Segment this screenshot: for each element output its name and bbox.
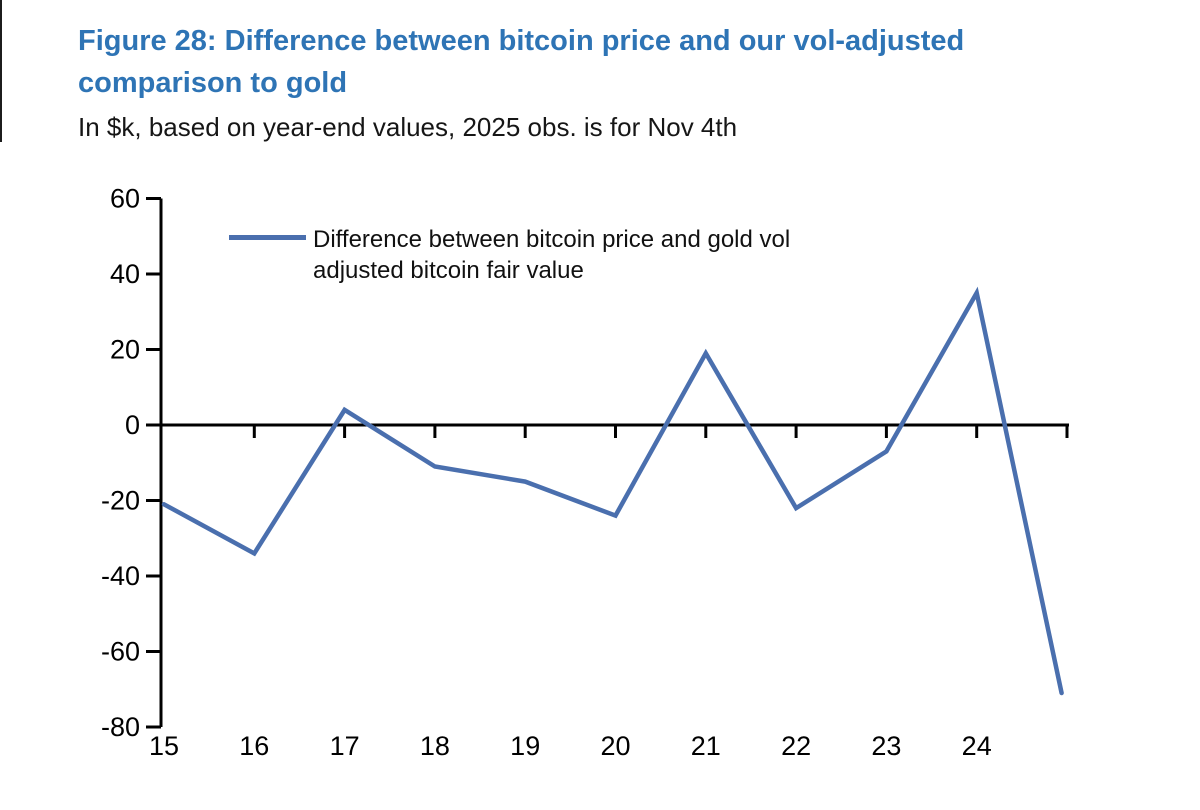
y-tick-label: -40 <box>101 561 140 591</box>
y-tick-label: 40 <box>110 259 140 289</box>
legend-label-line1: Difference between bitcoin price and gol… <box>313 226 791 253</box>
x-tick-label: 20 <box>600 731 630 761</box>
x-tick-label: 24 <box>962 731 992 761</box>
legend: Difference between bitcoin price and gol… <box>229 224 790 286</box>
page-edge-artifact <box>0 0 2 142</box>
y-tick-label: -80 <box>101 712 140 742</box>
x-tick-label: 16 <box>239 731 269 761</box>
x-tick-label: 18 <box>420 731 450 761</box>
y-tick-label: -60 <box>101 637 140 667</box>
y-tick-label: -20 <box>101 486 140 516</box>
data-line <box>161 286 1064 696</box>
x-tick-label: 17 <box>330 731 360 761</box>
x-tick-label: 22 <box>781 731 811 761</box>
x-tick-label: 15 <box>149 731 179 761</box>
x-tick-label: 21 <box>691 731 721 761</box>
x-tick-label: 23 <box>871 731 901 761</box>
y-tick-label: 0 <box>125 410 140 440</box>
legend-label-line2: adjusted bitcoin fair value <box>313 257 584 284</box>
y-tick-label: 60 <box>110 184 140 214</box>
figure-title: Figure 28: Difference between bitcoin pr… <box>78 20 964 104</box>
x-tick-label: 19 <box>510 731 540 761</box>
figure-title-line2: comparison to gold <box>78 67 348 99</box>
legend-line-sample <box>229 235 306 240</box>
legend-label: Difference between bitcoin price and gol… <box>313 224 790 286</box>
figure-subtitle: In $k, based on year-end values, 2025 ob… <box>78 112 738 142</box>
figure-title-line1: Figure 28: Difference between bitcoin pr… <box>78 25 965 57</box>
y-tick-label: 20 <box>110 335 140 365</box>
